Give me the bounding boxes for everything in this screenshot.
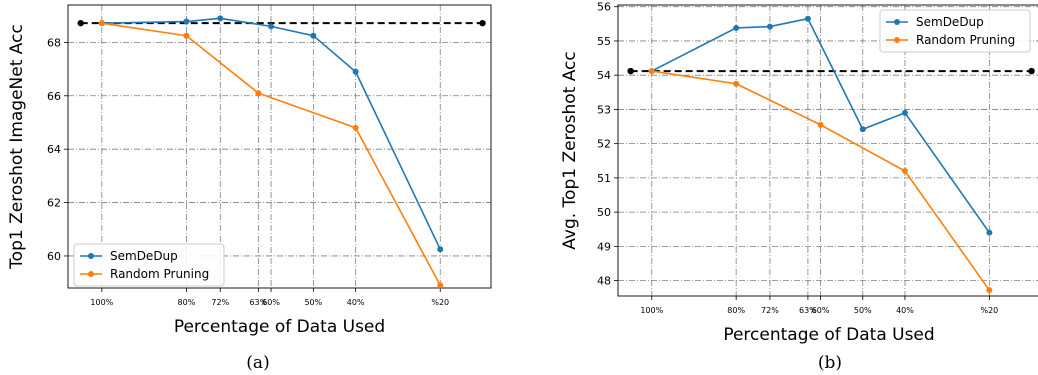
x-tick-label: %20	[980, 306, 998, 315]
x-tick-label: 80%	[178, 298, 196, 307]
y-tick-label: 64	[47, 143, 61, 156]
x-tick-label: 40%	[896, 306, 914, 315]
legend-label: Random Pruning	[110, 267, 209, 281]
y-tick-label: 48	[597, 275, 611, 288]
x-tick-label: 72%	[761, 306, 779, 315]
data-point-semdedup	[804, 15, 811, 22]
baseline-point	[627, 67, 634, 75]
legend-marker	[894, 37, 900, 43]
data-point-semdedup	[733, 24, 740, 31]
data-point-random-pruning	[255, 90, 262, 97]
baseline-point	[77, 19, 84, 27]
y-tick-label: 60	[47, 250, 61, 263]
data-point-random-pruning	[986, 287, 993, 294]
baseline-point	[1028, 67, 1035, 75]
plot-frame	[67, 4, 492, 289]
data-point-semdedup	[183, 18, 190, 25]
y-tick-label: 49	[597, 240, 611, 253]
data-point-random-pruning	[437, 282, 444, 289]
data-point-semdedup	[901, 109, 908, 116]
y-tick-label: 54	[597, 69, 611, 82]
chart-b: 48 49 50 51 52 53 54 55 56 100% 80% 72% 63%60% 50% 40%…	[560, 1, 1038, 373]
x-axis-label: Percentage of Data Used	[723, 325, 934, 345]
chart-caption: (a)	[246, 353, 269, 373]
data-point-random-pruning	[183, 32, 190, 39]
plot-frame	[617, 4, 1038, 297]
data-point-random-pruning	[733, 80, 740, 87]
y-tick-label: 51	[597, 172, 611, 185]
x-tick-label: 50%	[854, 306, 872, 315]
y-tick-label: 66	[47, 90, 61, 103]
x-tick-label: %20	[431, 298, 449, 307]
legend-label: SemDeDup	[916, 15, 984, 29]
y-tick-label: 56	[597, 1, 611, 14]
y-axis-label: Avg. Top1 Zeroshot Acc	[560, 51, 580, 249]
data-point-semdedup	[766, 23, 773, 30]
data-point-semdedup	[437, 246, 444, 253]
y-tick-label: 55	[597, 35, 611, 48]
y-tick-label: 53	[597, 103, 611, 116]
data-point-semdedup	[268, 23, 275, 30]
x-tick-label: 100%	[90, 298, 113, 307]
series-line-random-pruning	[651, 70, 991, 291]
y-tick-label: 52	[597, 138, 611, 151]
data-point-semdedup	[310, 32, 317, 39]
data-point-random-pruning	[817, 121, 824, 128]
legend-marker	[894, 19, 900, 25]
x-tick-label: 63%	[249, 298, 267, 307]
legend-marker	[88, 253, 94, 259]
data-point-semdedup	[859, 126, 866, 133]
y-axis-label: Top1 Zeroshot ImageNet Acc	[7, 24, 27, 270]
chart-caption: (b)	[818, 353, 842, 373]
data-point-semdedup	[217, 15, 224, 22]
x-tick-label: 50%	[304, 298, 322, 307]
x-axis-label: Percentage of Data Used	[174, 317, 385, 337]
legend-label: Random Pruning	[916, 33, 1015, 47]
data-point-random-pruning	[352, 124, 359, 131]
baseline-point	[479, 19, 486, 27]
x-tick-label: 63%	[799, 306, 817, 315]
legend-box	[73, 243, 225, 287]
data-point-random-pruning	[901, 168, 908, 175]
data-point-random-pruning	[98, 20, 105, 27]
y-tick-label: 62	[47, 197, 61, 210]
legend-box	[879, 9, 1031, 53]
x-tick-label: 80%	[727, 306, 745, 315]
x-tick-label: 100%	[640, 306, 663, 315]
y-tick-label: 50	[597, 206, 611, 219]
x-tick-label: 60%	[812, 306, 830, 315]
legend-label: SemDeDup	[110, 249, 178, 263]
data-point-semdedup	[986, 229, 993, 236]
chart-a: 60 62 64 66 68 100% 80% 72% 63%60% 50% 40% %20 Perce…	[7, 4, 492, 373]
data-point-semdedup	[352, 68, 359, 75]
y-tick-label: 68	[47, 36, 61, 49]
data-point-random-pruning	[648, 68, 655, 75]
legend-marker	[88, 271, 94, 277]
x-tick-label: 40%	[347, 298, 365, 307]
x-tick-label: 60%	[262, 298, 280, 307]
x-tick-label: 72%	[211, 298, 229, 307]
